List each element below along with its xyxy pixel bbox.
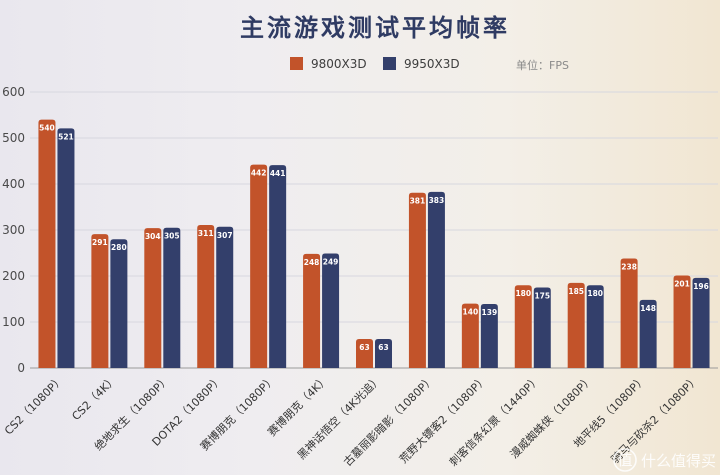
bar-9800x3d-6 (356, 339, 373, 368)
data-label: 441 (270, 169, 286, 178)
data-label: 305 (164, 232, 180, 241)
data-label: 291 (92, 238, 108, 247)
legend: 9800X3D 9950X3D (290, 57, 460, 71)
y-tick-label: 600 (2, 85, 25, 99)
data-label: 185 (568, 287, 584, 296)
y-tick-label: 300 (2, 223, 25, 237)
y-tick-label: 100 (2, 315, 25, 329)
data-label: 307 (217, 231, 233, 240)
y-tick-label: 400 (2, 177, 25, 191)
data-label: 248 (304, 258, 320, 267)
watermark-text: 什么值得买 (641, 452, 716, 470)
watermark-logo-icon (613, 448, 637, 472)
bar-9800x3d-10 (567, 282, 585, 368)
data-label: 381 (410, 197, 426, 206)
bar-9950x3d-3 (216, 226, 234, 368)
data-label: 196 (693, 282, 709, 291)
data-label: 521 (58, 132, 74, 141)
data-label: 140 (463, 308, 479, 317)
bar-9950x3d-11 (639, 299, 657, 368)
bar-9950x3d-7 (427, 191, 445, 368)
x-tick-label: CS2（4K） (69, 373, 119, 423)
bar-9950x3d-12 (692, 277, 710, 368)
bar-9950x3d-8 (480, 304, 498, 368)
bar-9950x3d-0 (57, 128, 75, 368)
legend-label-9950x3d: 9950X3D (404, 57, 460, 71)
y-tick-label: 200 (2, 269, 25, 283)
data-label: 180 (515, 289, 531, 298)
unit-note: 单位：FPS (516, 58, 569, 72)
bar-9950x3d-6 (375, 339, 392, 368)
data-label: 63 (378, 343, 388, 352)
y-tick-label: 500 (2, 131, 25, 145)
data-label: 304 (145, 232, 161, 241)
y-tick-label: 0 (17, 361, 25, 375)
x-axis: CS2（1080P） CS2（4K）绝地求生（1080P）DOTA2（1080P）… (2, 372, 702, 469)
bar-9800x3d-9 (514, 285, 532, 368)
bar-9800x3d-0 (38, 119, 56, 368)
bar-9950x3d-2 (163, 227, 181, 368)
x-tick-label: 黑神话悟空（4K光追） (294, 372, 384, 462)
bar-9800x3d-11 (620, 258, 638, 368)
watermark: 值 什么值得买 (613, 448, 716, 472)
bar-9950x3d-1 (110, 239, 128, 368)
bar-9800x3d-3 (197, 224, 215, 368)
bar-9800x3d-12 (673, 275, 691, 368)
watermark-logo-glyph: 值 (617, 451, 632, 469)
bar-9950x3d-9 (533, 287, 551, 368)
data-label: 201 (674, 280, 690, 289)
y-axis: 0 100 200 300 400 500 600 (2, 85, 25, 375)
x-tick-label: 荒野大镖客2（1080P） (396, 372, 490, 466)
x-tick-label: 刺客信条幻景（1440P） (446, 372, 543, 469)
bar-9800x3d-7 (408, 192, 426, 368)
data-label: 311 (198, 229, 214, 238)
bar-9800x3d-2 (144, 228, 162, 368)
x-tick-label: CS2（1080P） (2, 373, 67, 438)
data-label: 180 (587, 289, 603, 298)
data-label: 148 (640, 304, 656, 313)
data-label: 383 (429, 196, 445, 205)
legend-swatch-9800x3d (290, 57, 303, 70)
x-tick-label: 古墓丽影暗影（1080P） (340, 372, 437, 469)
bar-9950x3d-4 (269, 165, 287, 368)
data-label: 442 (251, 169, 267, 178)
bar-9800x3d-5 (303, 253, 321, 368)
bar-9800x3d-8 (461, 303, 479, 368)
data-label: 238 (621, 263, 637, 272)
data-label: 540 (39, 124, 55, 133)
legend-swatch-9950x3d (383, 57, 396, 70)
data-label: 249 (323, 257, 339, 266)
data-label: 63 (359, 343, 369, 352)
chart-title: 主流游戏测试平均帧率 (240, 13, 510, 42)
data-label: 139 (482, 308, 498, 317)
bar-9950x3d-10 (586, 285, 604, 368)
bar-9800x3d-4 (250, 164, 268, 368)
grid-lines (30, 91, 718, 369)
bar-9800x3d-1 (91, 234, 109, 368)
legend-label-9800x3d: 9800X3D (311, 57, 367, 71)
data-label: 175 (534, 292, 550, 301)
bar-9950x3d-5 (322, 253, 340, 368)
data-label: 280 (111, 243, 127, 252)
